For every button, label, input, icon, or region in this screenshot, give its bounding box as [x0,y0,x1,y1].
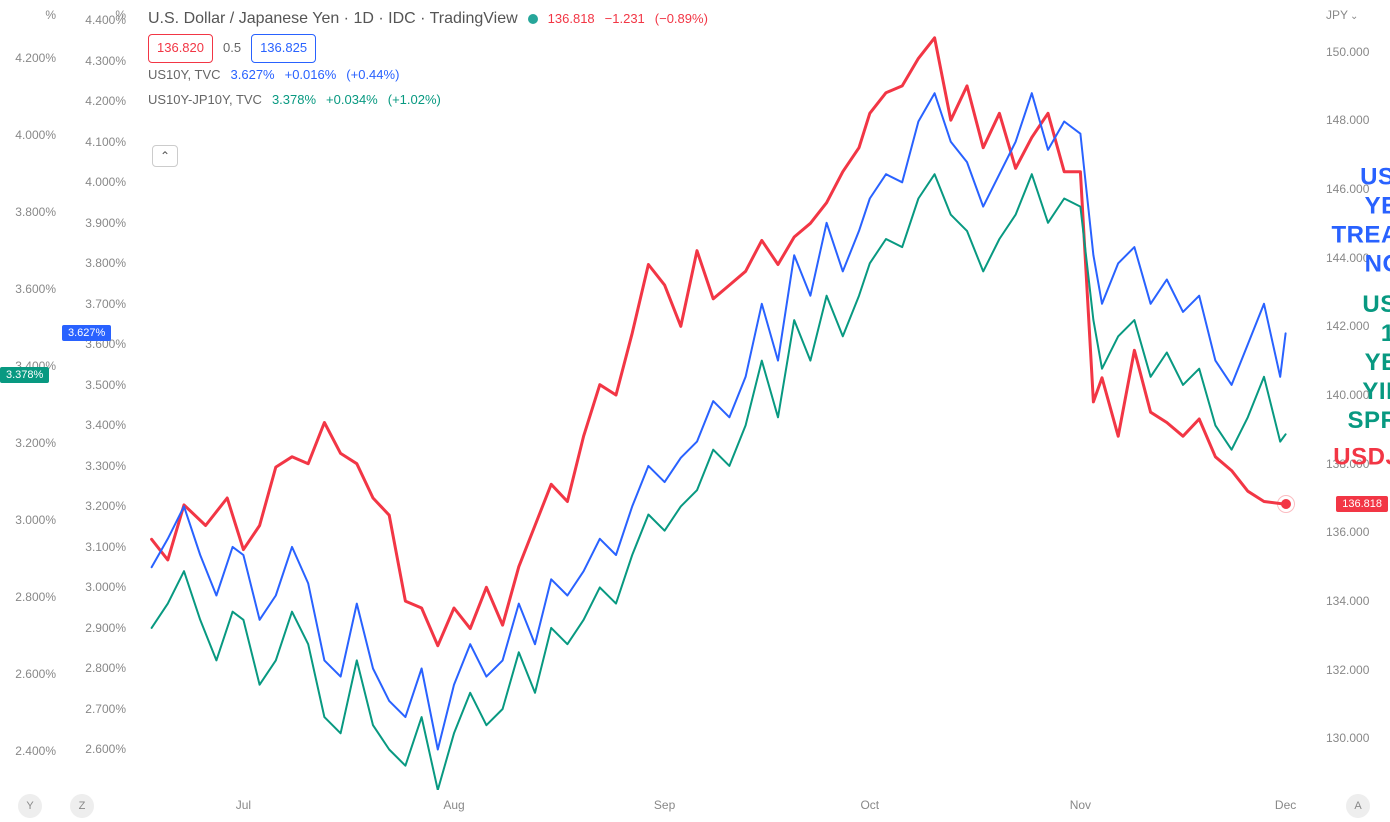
y1-unit: % [45,8,56,22]
axis-tick: 2.800% [85,661,126,675]
axis-tick: 4.200% [15,51,56,65]
axis-tick: 134.000 [1326,594,1369,608]
chart-plot[interactable] [130,0,1318,790]
chart-annotation: US 10-YEARTREASURYNOTE [1331,164,1390,279]
x-axis-tick: Sep [654,798,675,812]
axis-tick: 3.500% [85,378,126,392]
scale-z-button[interactable]: Z [70,794,94,818]
series1-name[interactable]: US10Y, TVC [148,63,221,88]
x-axis-tick: Jul [236,798,251,812]
series2-name[interactable]: US10Y-JP10Y, TVC [148,88,262,113]
axis-tick: 4.000% [85,175,126,189]
spread-value: 0.5 [223,36,241,61]
scale-a-button[interactable]: A [1346,794,1370,818]
y-axis-left-inner: % 4.400%4.300%4.200%4.100%4.000%3.900%3.… [60,0,130,790]
axis-tick: 2.800% [15,590,56,604]
axis-tick: 3.100% [85,540,126,554]
y-axis-left-outer: % 4.200%4.000%3.800%3.600%3.400%3.200%3.… [0,0,60,790]
x-axis-tick: Aug [443,798,464,812]
price-change: −1.231 [605,7,645,32]
axis-tick: 132.000 [1326,663,1369,677]
market-status-dot [528,14,538,24]
axis-tick: 4.000% [15,128,56,142]
axis-tag-us10y: 3.627% [62,325,111,341]
price-change-pct: (−0.89%) [655,7,708,32]
axis-tick: 2.400% [15,744,56,758]
axis-tick: 2.600% [85,742,126,756]
ask-box[interactable]: 136.825 [251,34,316,63]
series1-change-pct: (+0.44%) [346,63,399,88]
last-price-dot [1277,495,1295,513]
axis-tick: 148.000 [1326,113,1369,127]
bid-box[interactable]: 136.820 [148,34,213,63]
axis-tick: 2.600% [15,667,56,681]
series2-change: +0.034% [326,88,378,113]
x-axis: JulAugSepOctNovDec202323 [130,790,1318,822]
last-price: 136.818 [548,7,595,32]
scale-y-button[interactable]: Y [18,794,42,818]
axis-tick: 3.200% [85,499,126,513]
axis-tick: 4.300% [85,54,126,68]
axis-tick: 130.000 [1326,731,1369,745]
axis-tick: 3.000% [15,513,56,527]
x-axis-tick: Oct [860,798,879,812]
axis-tick: 136.000 [1326,525,1369,539]
axis-tick: 3.400% [85,418,126,432]
chart-annotation: US-JP 10-YEARYIELD SPREAD [1347,291,1390,435]
chart-annotation: USDJPY [1333,444,1390,473]
axis-tick: 4.200% [85,94,126,108]
axis-tick: 150.000 [1326,45,1369,59]
axis-tick: 3.900% [85,216,126,230]
axis-tick: 4.400% [85,13,126,27]
series2-value: 3.378% [272,88,316,113]
series1-value: 3.627% [231,63,275,88]
series-spread [152,174,1286,790]
axis-tick: 4.100% [85,135,126,149]
y3-unit[interactable]: JPY [1326,8,1358,22]
axis-tick: 3.800% [15,205,56,219]
x-axis-tick: Nov [1070,798,1091,812]
x-axis-tick: Dec [1275,798,1296,812]
axis-tag-usdjpy: 136.818 [1336,496,1388,512]
chart-legend: U.S. Dollar / Japanese Yen · 1D · IDC · … [148,4,708,112]
axis-tick: 3.200% [15,436,56,450]
collapse-legend-button[interactable]: ⌃ [152,145,178,167]
axis-tick: 2.900% [85,621,126,635]
axis-tick: 3.700% [85,297,126,311]
symbol-title[interactable]: U.S. Dollar / Japanese Yen · 1D · IDC · … [148,4,518,34]
axis-tick: 3.000% [85,580,126,594]
series2-change-pct: (+1.02%) [388,88,441,113]
axis-tick: 2.700% [85,702,126,716]
axis-tick: 3.600% [15,282,56,296]
axis-tag-spread: 3.378% [0,367,49,383]
axis-tick: 3.300% [85,459,126,473]
series1-change: +0.016% [285,63,337,88]
axis-tick: 3.800% [85,256,126,270]
